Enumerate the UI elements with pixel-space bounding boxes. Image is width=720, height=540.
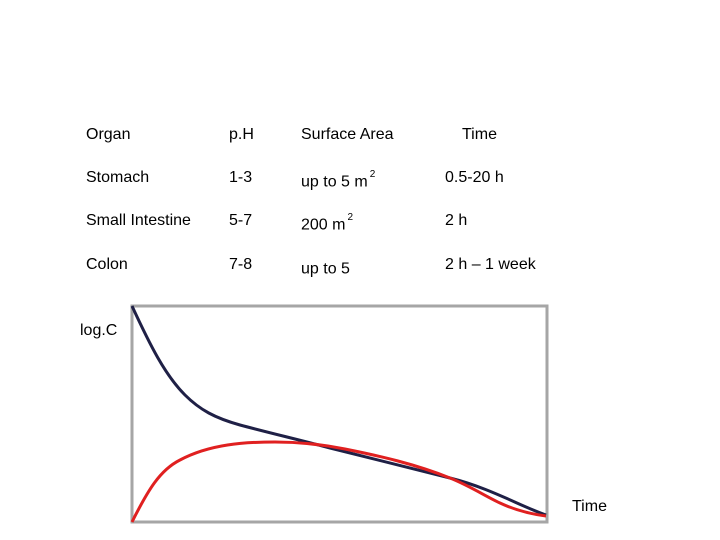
cell-organ-stomach: Stomach (86, 169, 150, 186)
cell-area-colon: up to 5 (301, 255, 352, 279)
header-ph: p.H (229, 126, 254, 143)
y-axis-label: log.C (80, 322, 118, 339)
area-value: 200 m (301, 216, 346, 234)
area-exponent: 2 (347, 212, 354, 223)
chart-frame (130, 304, 549, 524)
cell-time-small-intestine: 2 h (445, 212, 468, 229)
cell-time-colon: 2 h – 1 week (445, 256, 536, 273)
area-value: up to 5 m (301, 173, 368, 191)
series-line-rise-fall (130, 440, 547, 523)
cell-ph-small-intestine: 5-7 (229, 212, 253, 229)
cell-time-stomach: 0.5-20 h (445, 169, 504, 186)
header-time: Time (462, 126, 497, 143)
cell-ph-colon: 7-8 (229, 256, 253, 273)
series-line-decreasing (130, 305, 547, 517)
cell-organ-small-intestine: Small Intestine (86, 212, 191, 229)
x-axis-label: Time (572, 498, 607, 515)
header-surface-area: Surface Area (301, 126, 394, 143)
cell-organ-colon: Colon (86, 256, 128, 273)
area-value: up to 5 (301, 260, 350, 278)
cell-ph-stomach: 1-3 (229, 169, 253, 186)
area-exponent: 2 (369, 169, 376, 180)
header-organ: Organ (86, 126, 131, 143)
